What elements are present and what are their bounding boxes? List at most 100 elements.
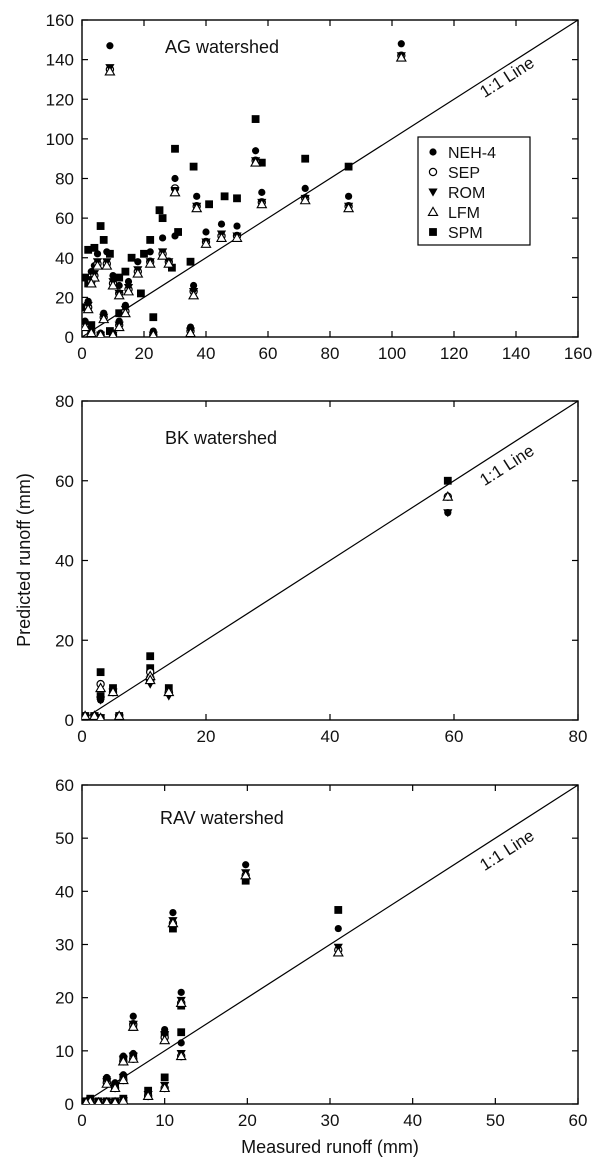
point-spm — [233, 194, 241, 203]
data-points — [82, 40, 407, 337]
point-neh-4 — [258, 188, 266, 196]
point-neh-4 — [93, 250, 102, 258]
point-neh-4 — [161, 1025, 169, 1034]
point-lfm — [117, 1055, 129, 1066]
point-lfm — [159, 1034, 171, 1045]
point-spm — [106, 327, 114, 335]
one-to-one-line — [81, 19, 579, 338]
legend-marker-rom — [428, 188, 438, 197]
x-tick-label: 60 — [569, 1111, 588, 1130]
point-lfm — [118, 1095, 129, 1104]
y-tick-label: 20 — [55, 288, 74, 307]
point-lfm — [85, 277, 97, 288]
point-lfm — [107, 279, 119, 290]
point-lfm — [142, 1090, 154, 1101]
legend-marker-spm — [429, 228, 437, 236]
point-neh-4 — [177, 988, 185, 996]
point-neh-4 — [171, 232, 179, 240]
point-spm — [140, 249, 148, 258]
x-tick-label: 140 — [502, 344, 530, 363]
point-lfm — [343, 202, 355, 213]
point-spm — [205, 200, 213, 209]
point-lfm — [110, 1096, 120, 1104]
point-lfm — [122, 285, 135, 296]
point-lfm — [88, 710, 100, 720]
point-spm — [149, 313, 158, 322]
point-spm — [87, 321, 96, 330]
data-points — [82, 476, 454, 720]
point-lfm — [144, 257, 156, 268]
point-lfm — [101, 1078, 113, 1088]
x-tick-label: 60 — [445, 727, 464, 746]
point-spm — [127, 253, 136, 262]
point-lfm — [132, 267, 144, 278]
one-to-one-label: 1:1 Line — [476, 441, 537, 490]
y-tick-label: 120 — [46, 90, 74, 109]
y-tick-label: 40 — [55, 552, 74, 571]
point-lfm — [148, 329, 158, 337]
legend-label-sep: SEP — [448, 165, 480, 182]
point-neh-4 — [134, 258, 142, 266]
y-tick-label: 10 — [55, 1042, 74, 1061]
point-spm — [220, 192, 229, 201]
point-lfm — [395, 51, 407, 62]
point-lfm — [231, 232, 243, 242]
point-neh-4 — [345, 192, 353, 200]
point-spm — [443, 476, 452, 485]
point-spm — [90, 243, 99, 252]
panel-title: BK watershed — [165, 428, 277, 448]
point-spm — [344, 162, 353, 171]
point-lfm — [175, 997, 187, 1007]
point-neh-4 — [124, 277, 133, 286]
point-lfm — [184, 327, 197, 337]
one-to-one-label: 1:1 Line — [476, 826, 537, 875]
point-lfm — [82, 303, 94, 314]
point-lfm — [113, 321, 125, 332]
point-lfm — [117, 1074, 129, 1085]
point-spm — [257, 158, 266, 167]
x-tick-label: 60 — [259, 344, 278, 363]
x-tick-label: 80 — [321, 344, 340, 363]
point-spm — [146, 236, 155, 244]
point-neh-4 — [103, 248, 111, 256]
point-lfm — [119, 307, 131, 318]
x-tick-label: 100 — [378, 344, 406, 363]
y-tick-label: 60 — [55, 209, 74, 228]
one-to-one-line — [81, 784, 579, 1105]
data-points — [82, 861, 344, 1104]
point-lfm — [188, 289, 200, 300]
y-tick-label: 80 — [55, 170, 74, 189]
point-lfm — [102, 1096, 111, 1104]
legend-label-neh-4: NEH-4 — [448, 145, 496, 162]
legend-box — [417, 136, 531, 246]
point-lfm — [101, 259, 113, 270]
point-spm — [137, 289, 145, 298]
x-tick-label: 80 — [569, 727, 588, 746]
point-neh-4 — [233, 222, 241, 230]
panel-1: 0 20 40 60 80 100 120 140 160 0 20 40 60 80 100 120 140 1… — [46, 11, 593, 363]
point-spm — [171, 144, 179, 153]
point-neh-4 — [397, 40, 405, 48]
point-neh-4 — [301, 184, 309, 193]
x-tick-label: 160 — [564, 344, 592, 363]
x-tick-label: 40 — [403, 1111, 422, 1130]
x-tick-label: 30 — [321, 1111, 340, 1130]
point-spm — [169, 924, 177, 933]
legend-label-lfm: LFM — [448, 205, 480, 222]
y-tick-label: 60 — [55, 472, 74, 491]
point-neh-4 — [159, 234, 167, 242]
point-lfm — [91, 259, 104, 270]
point-spm — [301, 154, 310, 163]
point-rom — [96, 696, 106, 705]
point-lfm — [250, 156, 262, 167]
y-tick-label: 0 — [65, 1095, 74, 1114]
point-lfm — [95, 682, 107, 693]
point-neh-4 — [115, 281, 123, 290]
point-lfm — [167, 917, 179, 928]
panel-3: 0 10 20 30 40 50 60 0 10 20 30 40 50 60 1:1 Line RAV wa… — [55, 776, 587, 1130]
y-tick-label: 60 — [55, 776, 74, 795]
point-spm — [251, 115, 260, 123]
point-lfm — [163, 257, 175, 268]
point-spm — [121, 267, 130, 276]
